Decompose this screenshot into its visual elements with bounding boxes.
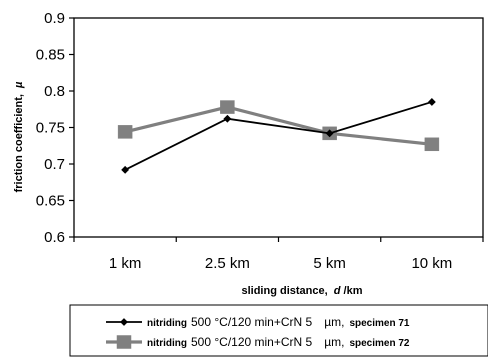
diamond-marker [325, 129, 334, 138]
x-axis: 1 km 2.5 km 5 km 10 km [73, 237, 484, 272]
square-marker [117, 125, 133, 139]
legend-diamond-marker [120, 318, 128, 326]
y-tick-label: 0.75 [36, 120, 65, 137]
x-axis-title-unit: /km [344, 285, 363, 297]
y-tick-label: 0.85 [36, 47, 65, 64]
y-tick-label: 0.9 [44, 10, 65, 27]
legend-square-marker [116, 335, 132, 349]
y-axis-title-text: friction coefficient, [13, 94, 25, 192]
y-axis-title-symbol: µ [13, 81, 25, 89]
series-2 [117, 100, 440, 152]
x-tick-label: 2.5 km [205, 255, 250, 272]
diamond-marker [223, 114, 232, 123]
y-axis-title: friction coefficient, µ [13, 81, 25, 192]
plot-border [73, 17, 484, 238]
y-tick-label: 0.7 [44, 156, 65, 173]
series-1 [121, 98, 436, 174]
plot-area [73, 17, 484, 238]
series-line [124, 105, 433, 146]
series-layer [117, 98, 440, 174]
legend-entry-2: nitriding 500 °C/120 min+CrN 5 µm, specimen… [106, 335, 410, 349]
legend: nitriding 500 °C/120 min+CrN 5 µm, specimen… [69, 304, 488, 357]
y-axis: 0.6 0.65 0.7 0.75 0.8 0.85 0.9 [36, 10, 74, 246]
legend-frame [69, 304, 488, 357]
legend-entry-1: nitriding 500 °C/120 min+CrN 5 µm, specimen… [106, 315, 410, 329]
x-axis-title-text: sliding distance, [241, 285, 327, 297]
square-marker [220, 100, 235, 114]
y-tick-label: 0.65 [36, 193, 65, 210]
x-tick-label: 1 km [109, 255, 142, 272]
x-axis-title-symbol: d [334, 285, 341, 297]
y-tick-label: 0.6 [44, 229, 65, 246]
legend-label: nitriding 500 °C/120 min+CrN 5 µm, specimen… [147, 315, 410, 329]
x-axis-title: sliding distance, d /km [241, 285, 362, 297]
legend-label: nitriding 500 °C/120 min+CrN 5 µm, specimen… [147, 335, 410, 349]
series-line [124, 101, 433, 171]
diamond-marker [427, 98, 436, 106]
x-tick-label: 10 km [411, 255, 452, 272]
x-tick-label: 5 km [313, 255, 346, 272]
diamond-marker [121, 165, 130, 174]
y-tick-label: 0.8 [44, 83, 65, 100]
square-marker [424, 137, 440, 152]
